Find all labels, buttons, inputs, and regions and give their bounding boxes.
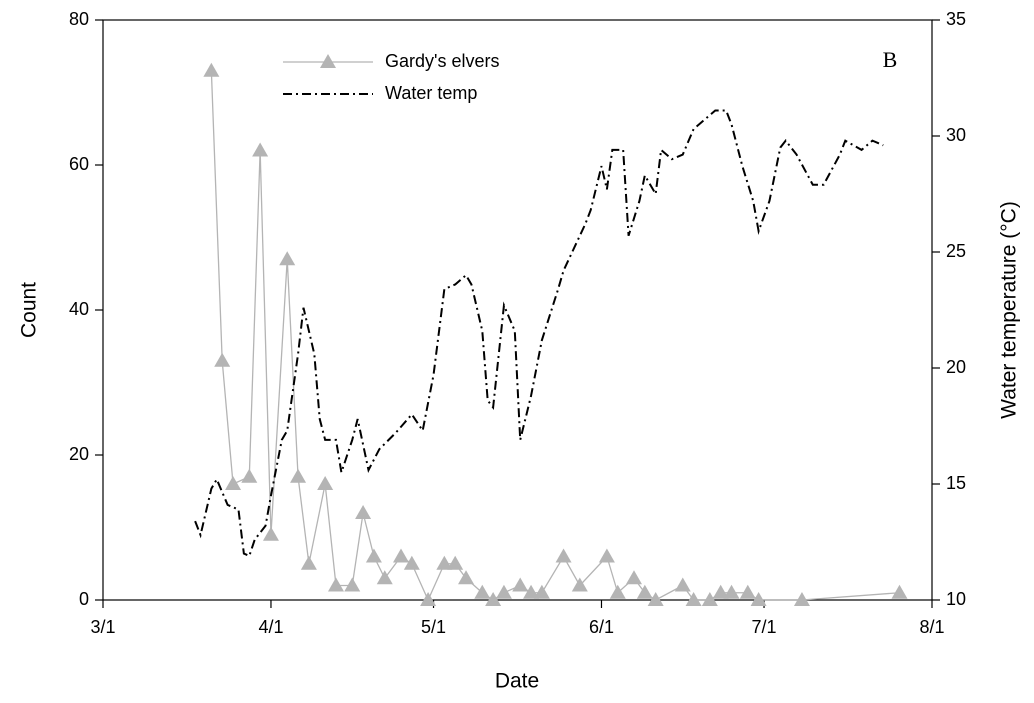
y-axis-label: Count (18, 282, 41, 338)
data-point (674, 577, 691, 592)
x-tick-label: 8/1 (919, 617, 944, 637)
data-point (262, 526, 279, 541)
data-point (344, 577, 361, 592)
legend-label: Water temp (385, 83, 477, 103)
data-point (214, 352, 231, 367)
data-point (793, 592, 810, 606)
y-tick-label: 0 (79, 589, 89, 609)
data-point (225, 476, 242, 490)
data-point (355, 505, 372, 519)
data-point (712, 584, 729, 599)
data-point (625, 570, 642, 585)
x-tick-label: 6/1 (589, 617, 614, 637)
data-point (393, 548, 410, 563)
y2-tick-label: 15 (946, 473, 966, 493)
x-tick-label: 7/1 (752, 617, 777, 637)
data-point (447, 555, 464, 570)
data-point (533, 584, 550, 599)
data-point (512, 577, 529, 592)
data-point (523, 584, 540, 599)
data-point (685, 592, 702, 606)
x-axis-label: Date (495, 670, 539, 693)
data-point (420, 592, 437, 606)
data-point (317, 476, 334, 490)
data-point (485, 592, 502, 606)
data-point (300, 555, 317, 570)
data-point (241, 468, 258, 483)
y2-tick-label: 25 (946, 241, 966, 261)
y-tick-label: 80 (69, 9, 89, 29)
series-line (210, 70, 900, 602)
data-point (376, 570, 393, 585)
series-line (194, 109, 884, 558)
panel-letter: B (883, 47, 898, 72)
data-point (598, 548, 615, 563)
y2-tick-label: 35 (946, 9, 966, 29)
data-point (403, 555, 420, 570)
data-point (458, 570, 475, 585)
y2-axis-label: Water temperature (°C) (998, 201, 1021, 419)
data-point (495, 584, 512, 599)
legend-label: Gardy's elvers (385, 51, 499, 71)
data-point (365, 548, 382, 563)
y-tick-label: 40 (69, 299, 89, 319)
data-point (571, 577, 588, 592)
data-point (891, 584, 908, 599)
data-point (609, 584, 626, 599)
x-tick-label: 4/1 (258, 617, 283, 637)
data-point (701, 592, 718, 606)
data-point (279, 251, 296, 266)
data-point (252, 142, 269, 157)
data-point (327, 577, 344, 592)
data-point (750, 592, 767, 606)
data-point (290, 468, 307, 483)
data-point (203, 62, 220, 77)
x-tick-label: 3/1 (90, 617, 115, 637)
data-point (555, 548, 572, 563)
legend-marker (320, 54, 336, 68)
data-point (647, 592, 664, 606)
y2-tick-label: 20 (946, 357, 966, 377)
y-tick-label: 60 (69, 154, 89, 174)
plot-frame (102, 19, 933, 601)
x-tick-label: 5/1 (421, 617, 446, 637)
y-tick-label: 20 (69, 444, 89, 464)
y2-tick-label: 10 (946, 589, 966, 609)
data-point (739, 584, 756, 599)
data-point (474, 584, 491, 599)
data-point (636, 584, 653, 599)
y2-tick-label: 30 (946, 125, 966, 145)
data-point (723, 584, 740, 599)
data-point (436, 555, 453, 570)
